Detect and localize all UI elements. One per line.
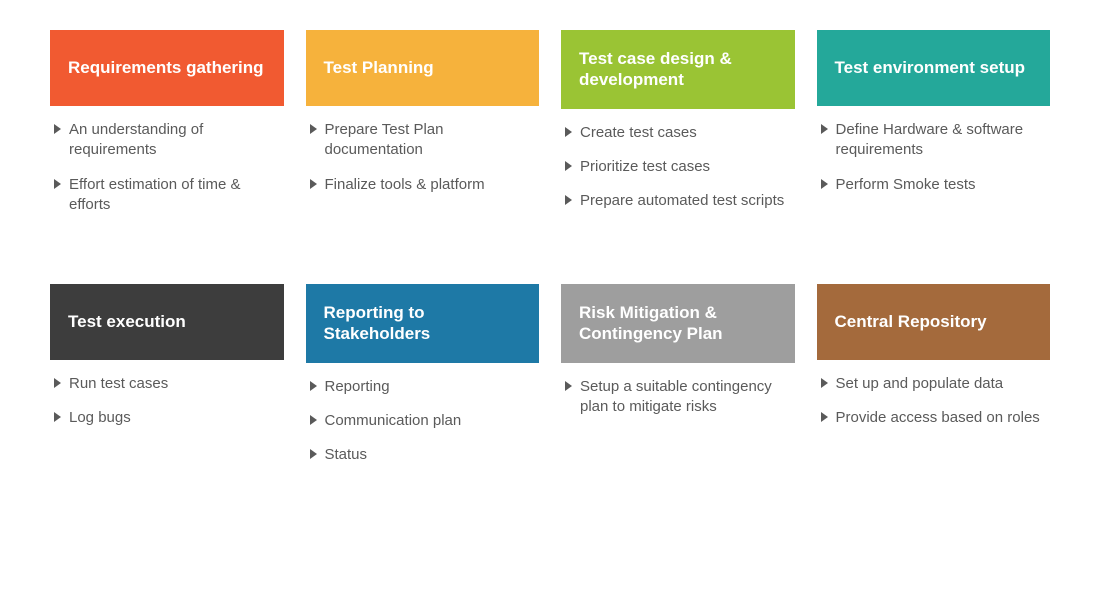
bullet-text: Prepare Test Plan documentation: [325, 120, 536, 161]
card: Test case design & development Create tes…: [561, 30, 795, 229]
card-header: Test Planning: [306, 30, 540, 106]
card: Central Repository Set up and populate da…: [817, 284, 1051, 479]
card-title: Central Repository: [835, 311, 987, 332]
card-body: Run test cases Log bugs: [50, 360, 284, 443]
triangle-right-icon: [821, 378, 828, 388]
card-header: Central Repository: [817, 284, 1051, 360]
card-header: Risk Mitigation & Contingency Plan: [561, 284, 795, 363]
triangle-right-icon: [54, 124, 61, 134]
bullet-item: Run test cases: [54, 374, 280, 394]
card-body: Reporting Communication plan Status: [306, 363, 540, 480]
cards-grid: Requirements gathering An understanding o…: [50, 30, 1050, 479]
card-body: Prepare Test Plan documentation Finalize …: [306, 106, 540, 209]
card-title: Requirements gathering: [68, 57, 264, 78]
card-title: Test execution: [68, 311, 186, 332]
card-title: Test environment setup: [835, 57, 1026, 78]
card: Requirements gathering An understanding o…: [50, 30, 284, 229]
bullet-text: Log bugs: [69, 408, 280, 428]
triangle-right-icon: [310, 179, 317, 189]
card-title: Reporting to Stakeholders: [324, 302, 522, 345]
card-title: Test case design & development: [579, 48, 777, 91]
card-body: Define Hardware & software requirements P…: [817, 106, 1051, 209]
bullet-text: Prepare automated test scripts: [580, 191, 791, 211]
bullet-item: Provide access based on roles: [821, 408, 1047, 428]
bullet-text: Create test cases: [580, 123, 791, 143]
bullet-item: Setup a suitable contingency plan to mit…: [565, 377, 791, 418]
bullet-item: Effort estimation of time & efforts: [54, 175, 280, 216]
card-header: Test case design & development: [561, 30, 795, 109]
bullet-item: Set up and populate data: [821, 374, 1047, 394]
bullet-text: An understanding of requirements: [69, 120, 280, 161]
card-body: Set up and populate data Provide access b…: [817, 360, 1051, 443]
bullet-text: Effort estimation of time & efforts: [69, 175, 280, 216]
triangle-right-icon: [310, 381, 317, 391]
card-title: Test Planning: [324, 57, 434, 78]
bullet-text: Perform Smoke tests: [836, 175, 1047, 195]
triangle-right-icon: [565, 161, 572, 171]
bullet-item: Communication plan: [310, 411, 536, 431]
triangle-right-icon: [54, 378, 61, 388]
card-header: Requirements gathering: [50, 30, 284, 106]
card-body: An understanding of requirements Effort e…: [50, 106, 284, 229]
triangle-right-icon: [565, 381, 572, 391]
bullet-item: Status: [310, 445, 536, 465]
bullet-text: Provide access based on roles: [836, 408, 1047, 428]
bullet-item: Finalize tools & platform: [310, 175, 536, 195]
triangle-right-icon: [310, 415, 317, 425]
bullet-item: Perform Smoke tests: [821, 175, 1047, 195]
bullet-text: Finalize tools & platform: [325, 175, 536, 195]
card-header: Reporting to Stakeholders: [306, 284, 540, 363]
bullet-item: An understanding of requirements: [54, 120, 280, 161]
bullet-text: Set up and populate data: [836, 374, 1047, 394]
triangle-right-icon: [821, 412, 828, 422]
triangle-right-icon: [821, 179, 828, 189]
bullet-text: Communication plan: [325, 411, 536, 431]
triangle-right-icon: [54, 412, 61, 422]
card-body: Create test cases Prioritize test cases Pr…: [561, 109, 795, 226]
bullet-item: Prepare automated test scripts: [565, 191, 791, 211]
card-body: Setup a suitable contingency plan to mit…: [561, 363, 795, 432]
card: Reporting to Stakeholders Reporting Commun…: [306, 284, 540, 479]
triangle-right-icon: [54, 179, 61, 189]
card: Test Planning Prepare Test Plan documenta…: [306, 30, 540, 229]
card-header: Test environment setup: [817, 30, 1051, 106]
bullet-text: Setup a suitable contingency plan to mit…: [580, 377, 791, 418]
card: Test execution Run test cases Log bugs: [50, 284, 284, 479]
bullet-item: Create test cases: [565, 123, 791, 143]
bullet-item: Prepare Test Plan documentation: [310, 120, 536, 161]
bullet-item: Prioritize test cases: [565, 157, 791, 177]
bullet-text: Define Hardware & software requirements: [836, 120, 1047, 161]
triangle-right-icon: [565, 127, 572, 137]
triangle-right-icon: [565, 195, 572, 205]
bullet-text: Reporting: [325, 377, 536, 397]
card-title: Risk Mitigation & Contingency Plan: [579, 302, 777, 345]
card: Risk Mitigation & Contingency Plan Setup …: [561, 284, 795, 479]
card-header: Test execution: [50, 284, 284, 360]
bullet-item: Reporting: [310, 377, 536, 397]
bullet-item: Log bugs: [54, 408, 280, 428]
triangle-right-icon: [310, 124, 317, 134]
card: Test environment setup Define Hardware & …: [817, 30, 1051, 229]
triangle-right-icon: [821, 124, 828, 134]
bullet-text: Prioritize test cases: [580, 157, 791, 177]
bullet-text: Run test cases: [69, 374, 280, 394]
triangle-right-icon: [310, 449, 317, 459]
bullet-item: Define Hardware & software requirements: [821, 120, 1047, 161]
bullet-text: Status: [325, 445, 536, 465]
